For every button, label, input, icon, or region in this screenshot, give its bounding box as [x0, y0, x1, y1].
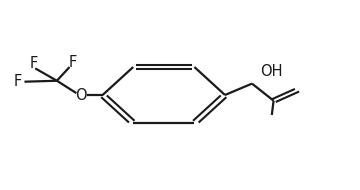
- Text: O: O: [75, 88, 87, 102]
- Text: OH: OH: [261, 64, 283, 79]
- Text: F: F: [69, 55, 77, 70]
- Text: F: F: [30, 56, 38, 71]
- Text: F: F: [13, 74, 21, 89]
